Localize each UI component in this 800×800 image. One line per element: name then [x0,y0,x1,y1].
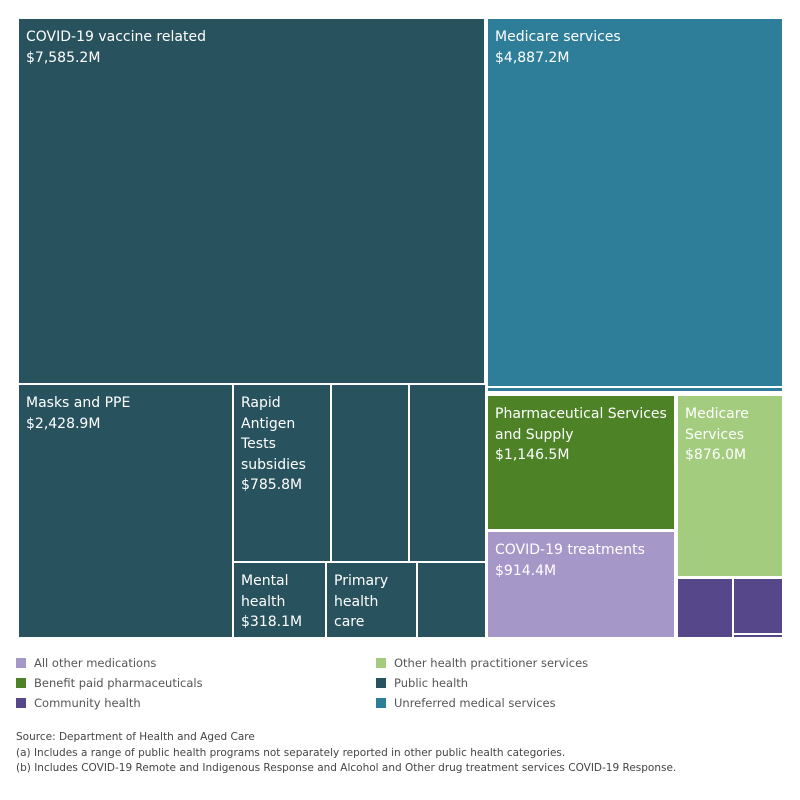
tile-label: Rapid Antigen Tests subsidies [241,395,306,473]
tile-covid-19-treatments[interactable]: COVID-19 treatments $914.4M [487,531,675,638]
tile-label: Medicare Services [685,406,749,443]
tile-label: Primary health care [334,573,389,630]
tile-covid-19-vaccine-related[interactable]: COVID-19 vaccine related $7,585.2M [18,18,485,384]
legend-swatch [376,698,386,708]
tile-medicare-services[interactable]: Medicare services $4,887.2M [487,18,783,387]
legend-item[interactable]: Community health [16,694,141,712]
legend-label: Benefit paid pharmaceuticals [34,676,203,690]
tile-unlabeled-4[interactable] [409,384,486,562]
legend-label: Community health [34,696,141,710]
legend-swatch [376,658,386,668]
tile-value-label: $876.0M [685,447,747,463]
legend-item[interactable]: Benefit paid pharmaceuticals [16,674,203,692]
footnote-a: (a) Includes a range of public health pr… [16,746,566,759]
tile-value-label: $2,428.9M [26,415,101,432]
tile-medicare-services[interactable]: Medicare Services $876.0M [677,395,783,577]
tile-unlabeled-3[interactable] [331,384,409,562]
legend-swatch [376,678,386,688]
tile-value-label: $1,146.5M [495,447,570,463]
legend-swatch [16,698,26,708]
legend-swatch [16,658,26,668]
chart-notes: Source: Department of Health and Aged Ca… [16,730,786,777]
treemap-chart: COVID-19 vaccine related $7,585.2M Masks a… [18,18,783,638]
tile-value-label: $7,585.2M [26,49,101,66]
tile-label: COVID-19 treatments [495,542,645,558]
tile-unlabeled-14[interactable] [733,578,783,634]
tile-rapid-antigen-tests-subsidies[interactable]: Rapid Antigen Tests subsidies $785.8M [233,384,331,562]
legend-item[interactable]: Unreferred medical services [376,694,556,712]
tile-label: Pharmaceutical Services and Supply [495,406,667,443]
legend-label: Other health practitioner services [394,656,589,670]
tile-value-label: $914.4M [495,562,557,579]
legend-item[interactable]: Other health practitioner services [376,654,588,672]
tile-unlabeled-13[interactable] [677,578,733,638]
tile-label: Medicare services [495,29,621,45]
tile-label: COVID-19 vaccine related [26,29,206,45]
legend: All other medications Other health practi… [16,654,776,718]
legend-label: Unreferred medical services [394,696,556,710]
tile-value-label: $318.1M [241,614,303,630]
tile-unlabeled-7[interactable] [417,562,486,638]
tile-value-label: $785.8M [241,477,303,493]
legend-item[interactable]: Public health [376,674,468,692]
tile-pharmaceutical-services-and-supply[interactable]: Pharmaceutical Services and Supply $1,146… [487,395,675,530]
tile-mental-health[interactable]: Mental health $318.1M [233,562,326,638]
tile-label: Mental health [241,573,289,610]
tile-label: Masks and PPE [26,395,131,411]
tile-unlabeled-15[interactable] [733,634,783,638]
tile-primary-health-care[interactable]: Primary health care [326,562,417,638]
legend-swatch [16,678,26,688]
tile-value-label: $4,887.2M [495,49,570,66]
tile-masks-and-ppe[interactable]: Masks and PPE $2,428.9M [18,384,233,638]
legend-label: All other medications [34,656,157,670]
legend-label: Public health [394,676,469,690]
legend-item[interactable]: All other medications [16,654,156,672]
footnote-b: (b) Includes COVID-19 Remote and Indigen… [16,762,677,774]
source-note: Source: Department of Health and Aged Ca… [16,731,255,743]
tile-unlabeled-9[interactable] [487,387,783,392]
